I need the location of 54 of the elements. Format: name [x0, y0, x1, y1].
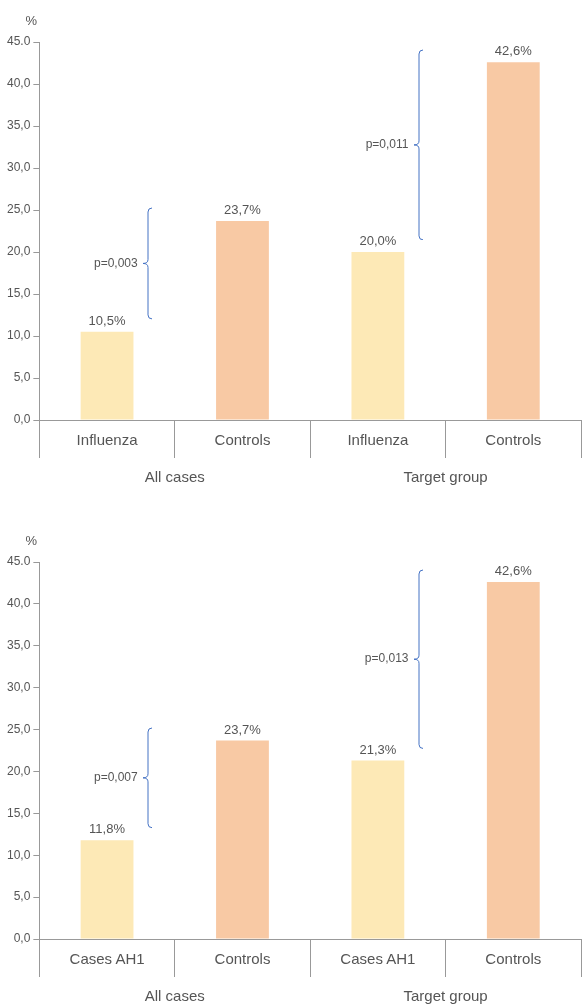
x-tick-label: Cases AH1 [69, 949, 145, 967]
y-axis-title: % [25, 13, 38, 29]
data-label: 23,7% [224, 202, 262, 217]
data-label: 11,8% [89, 821, 126, 837]
y-tick-label: 35,0 [7, 638, 31, 653]
y-tick-label: 10,0 [7, 328, 31, 343]
text: All cases [144, 467, 205, 485]
x-tick-label: Controls [214, 430, 271, 448]
data-label: 42,6% [494, 43, 533, 59]
x-tick-label: Controls [485, 949, 542, 967]
y-tick-label: 45.0 [7, 554, 31, 569]
data-label: 42,6% [494, 563, 533, 579]
bar [80, 840, 134, 939]
y-tick-label: 20,0 [7, 244, 31, 259]
y-tick-label: 15,0 [7, 805, 31, 820]
annotation: p=0,011 [365, 136, 409, 151]
text: All cases [144, 986, 205, 1004]
y-tick-label: 5,0 [13, 370, 31, 385]
bar [216, 220, 269, 420]
y-tick-label: 40,0 [7, 596, 31, 611]
y-tick-label: 0,0 [13, 412, 31, 427]
y-tick-label: 10,0 [7, 847, 31, 862]
bar [351, 252, 405, 420]
text: Target group [403, 986, 488, 1004]
y-tick-label: 25,0 [7, 721, 31, 736]
x-tick-label: Influenza [76, 430, 139, 448]
data-label: 21,3% [359, 741, 397, 757]
data-label: 20,0% [359, 233, 397, 249]
y-tick-label: 25,0 [7, 202, 31, 217]
bar [486, 582, 540, 939]
data-label: 23,7% [224, 721, 262, 737]
data-label: 10,5% [88, 312, 126, 328]
annotation: p=0,003 [93, 256, 138, 271]
y-tick-label: 40,0 [7, 76, 31, 91]
bar [216, 740, 269, 939]
y-tick-label: 30,0 [7, 679, 31, 694]
y-tick-label: 0,0 [13, 931, 31, 946]
y-tick-label: 35,0 [7, 118, 31, 133]
y-axis-title: % [25, 533, 38, 549]
annotation: p=0,013 [364, 651, 409, 666]
bar [80, 331, 134, 420]
bar [486, 62, 540, 420]
x-tick-label: Cases AH1 [340, 949, 416, 967]
annotation: p=0,007 [93, 770, 138, 785]
x-tick-label: Controls [485, 430, 542, 448]
bar [351, 760, 405, 939]
y-tick-label: 15,0 [7, 286, 31, 301]
y-tick-label: 5,0 [13, 889, 31, 904]
x-tick-label: Controls [214, 949, 271, 967]
x-tick-label: Influenza [347, 430, 409, 448]
y-tick-label: 30,0 [7, 160, 31, 175]
y-tick-label: 20,0 [7, 763, 31, 778]
y-tick-label: 45.0 [7, 34, 31, 49]
text: Target group [403, 467, 488, 485]
